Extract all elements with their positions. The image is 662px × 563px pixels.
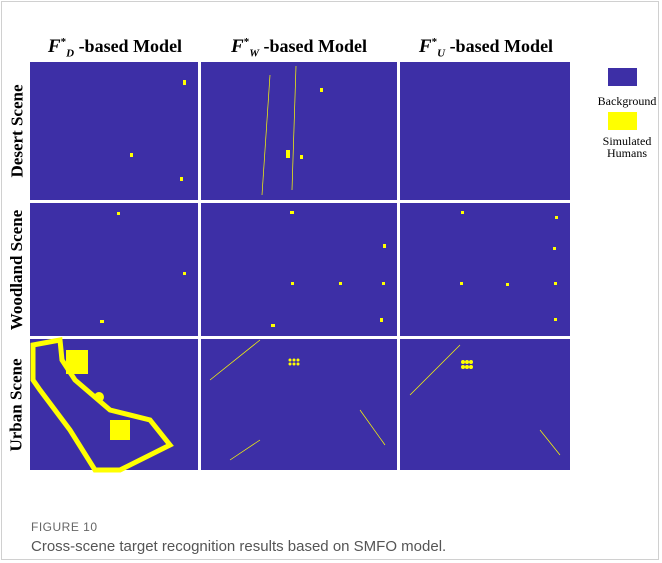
panel (201, 339, 397, 470)
panel (400, 339, 570, 470)
panel (201, 62, 397, 200)
legend-swatch (608, 112, 637, 130)
panel (201, 203, 397, 336)
panel (400, 203, 570, 336)
legend-swatch (608, 68, 637, 86)
figure-label: FIGURE 10 (31, 520, 98, 534)
result-grid (0, 0, 662, 563)
page: F*D -based Model F*W -based Model F*U -b… (0, 0, 662, 563)
panel (30, 62, 198, 200)
panel (30, 339, 198, 470)
panel (30, 203, 198, 336)
legend-label: Background (596, 95, 658, 107)
legend-label: Simulated Humans (602, 135, 652, 159)
panel (400, 62, 570, 200)
figure-caption: Cross-scene target recognition results b… (31, 538, 446, 555)
